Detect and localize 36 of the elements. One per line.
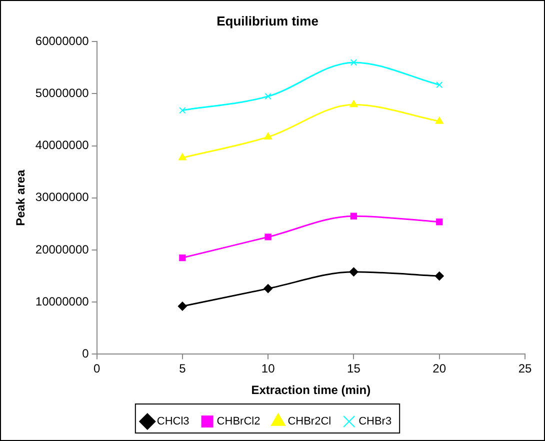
legend-label: CHBr3 (358, 416, 392, 428)
x-tick-label: 10 (261, 362, 276, 376)
y-tick-label: 20000000 (35, 242, 90, 256)
point (436, 218, 443, 226)
x-tick-label: 25 (518, 362, 532, 376)
y-tick-label: 30000000 (35, 190, 90, 204)
point (178, 302, 187, 311)
point (179, 254, 186, 262)
x-tick-label: 5 (179, 362, 186, 376)
point (350, 212, 358, 220)
point (350, 100, 358, 108)
y-tick-label: 50000000 (35, 86, 90, 100)
y-tick-label: 10000000 (35, 294, 90, 308)
legend-label: CHBr2Cl (288, 416, 332, 428)
point (349, 267, 358, 276)
point (178, 153, 186, 160)
point (350, 59, 358, 66)
point (434, 272, 444, 281)
x-tick-label: 15 (347, 362, 361, 376)
legend-label: CHBrCl2 (216, 416, 260, 428)
point (264, 92, 272, 100)
y-axis-title: Peak area (14, 170, 28, 226)
y-tick-label: 60000000 (35, 34, 90, 48)
y-tick-label: 40000000 (35, 138, 90, 152)
x-axis-title: Extraction time (min) (251, 383, 371, 398)
point (264, 132, 272, 140)
point (264, 284, 273, 294)
x-tick-label: 20 (432, 362, 446, 376)
legend-label: CHCl3 (156, 416, 190, 428)
chart-title: Equilibrium time (216, 13, 318, 28)
point (264, 234, 272, 240)
x-tick-label: 0 (93, 362, 100, 376)
y-tick-label: 0 (82, 346, 90, 361)
point (179, 107, 186, 114)
point (435, 116, 444, 124)
point (436, 82, 443, 88)
